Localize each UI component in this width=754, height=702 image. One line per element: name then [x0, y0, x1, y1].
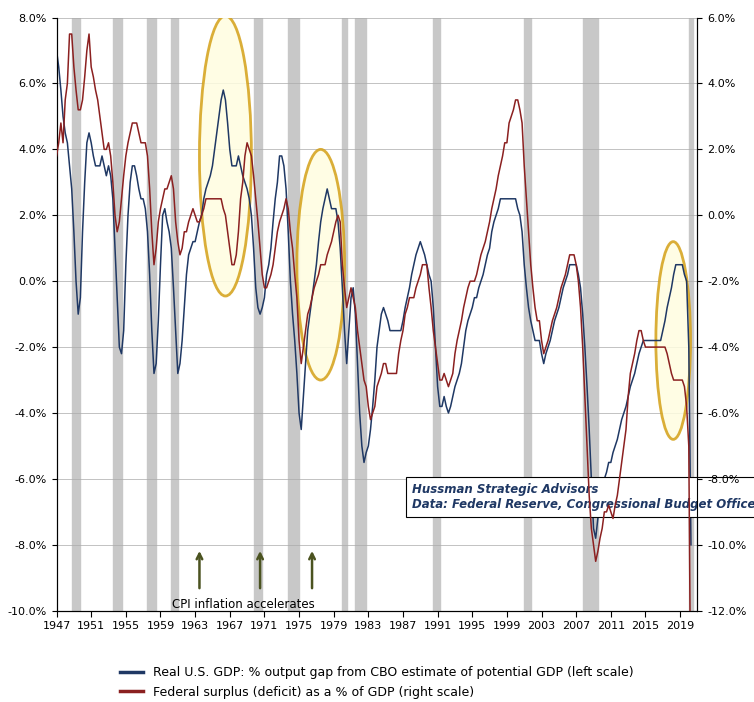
- Ellipse shape: [200, 16, 251, 296]
- Bar: [72, 18, 81, 611]
- Ellipse shape: [297, 150, 345, 380]
- Bar: [113, 18, 121, 611]
- Bar: [355, 18, 366, 611]
- Bar: [288, 18, 299, 611]
- Bar: [583, 18, 598, 611]
- Bar: [689, 18, 693, 611]
- Bar: [253, 18, 262, 611]
- Text: CPI inflation accelerates: CPI inflation accelerates: [172, 597, 314, 611]
- Bar: [148, 18, 156, 611]
- Text: Hussman Strategic Advisors
Data: Federal Reserve, Congressional Budget Office: Hussman Strategic Advisors Data: Federal…: [412, 483, 754, 511]
- Bar: [171, 18, 178, 611]
- Legend: Real U.S. GDP: % output gap from CBO estimate of potential GDP (left scale), Fed: Real U.S. GDP: % output gap from CBO est…: [115, 661, 639, 702]
- Bar: [524, 18, 531, 611]
- Bar: [342, 18, 347, 611]
- Bar: [434, 18, 440, 611]
- Ellipse shape: [656, 241, 691, 439]
